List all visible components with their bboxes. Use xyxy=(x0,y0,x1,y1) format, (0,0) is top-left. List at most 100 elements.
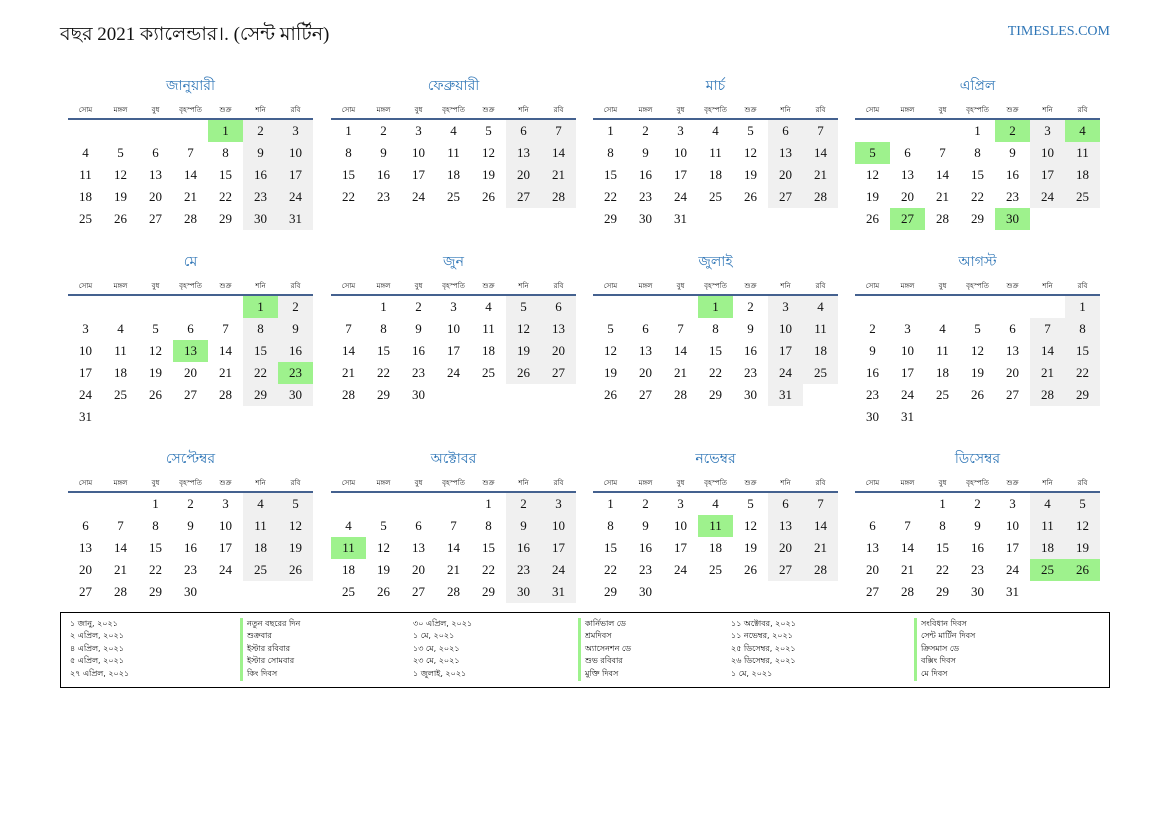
header-rule xyxy=(68,118,313,120)
day-cell: 14 xyxy=(184,167,197,182)
weekday-label: রবি xyxy=(1077,479,1088,487)
header-rule xyxy=(855,294,1100,296)
day-cell: 13 xyxy=(173,340,208,362)
day-cell: 27 xyxy=(639,387,652,402)
day-cell: 8 xyxy=(485,518,492,533)
day-cell: 22 xyxy=(219,189,232,204)
weekday-label: বৃহস্পতি xyxy=(442,479,465,487)
day-cell: 14 xyxy=(936,167,949,182)
day-cell: 22 xyxy=(604,189,617,204)
day-cell: 12 xyxy=(149,343,162,358)
day-cell: 27 xyxy=(506,186,541,208)
weekday-label: রবি xyxy=(290,282,301,290)
weekday-label: রবি xyxy=(553,106,564,114)
day-cell: 3 xyxy=(1009,496,1016,511)
day-cell: 9 xyxy=(869,343,876,358)
day-cell: 7 xyxy=(222,321,229,336)
day-cell: 16 xyxy=(243,164,278,186)
day-cell: 21 xyxy=(936,189,949,204)
day-cell: 29 xyxy=(149,584,162,599)
day-cell: 24 xyxy=(674,562,687,577)
day-cell: 15 xyxy=(936,540,949,555)
day-cell: 16 xyxy=(184,540,197,555)
day-cell: 24 xyxy=(1006,562,1019,577)
day-cell: 30 xyxy=(744,387,757,402)
day-cell: 20 xyxy=(866,562,879,577)
day-cell: 5 xyxy=(152,321,159,336)
day-cell: 26 xyxy=(278,559,313,581)
day-cell: 17 xyxy=(901,365,914,380)
day-cell: 22 xyxy=(482,562,495,577)
weekday-label: শুক্র xyxy=(1006,479,1019,487)
day-cell: 25 xyxy=(709,189,722,204)
day-cell: 21 xyxy=(447,562,460,577)
day-cell: 8 xyxy=(152,518,159,533)
day-cell: 24 xyxy=(412,189,425,204)
holiday-name: শুভ রবিবার xyxy=(578,655,623,669)
day-cell: 15 xyxy=(342,167,355,182)
day-cell: 7 xyxy=(939,145,946,160)
holiday-box xyxy=(60,612,1110,688)
day-cell: 9 xyxy=(380,145,387,160)
weekday-label: রবি xyxy=(553,282,564,290)
holiday-date: ২৫ ডিসেম্বর, ২০২১ xyxy=(731,643,796,653)
day-cell: 19 xyxy=(114,189,127,204)
day-cell: 19 xyxy=(149,365,162,380)
header-rule xyxy=(331,294,576,296)
day-cell: 2 xyxy=(995,120,1030,142)
weekday-label: শুক্র xyxy=(219,479,232,487)
day-cell: 8 xyxy=(222,145,229,160)
day-cell: 17 xyxy=(79,365,92,380)
day-cell: 10 xyxy=(447,321,460,336)
day-cell: 22 xyxy=(709,365,722,380)
day-cell: 25 xyxy=(447,189,460,204)
day-cell: 27 xyxy=(541,362,576,384)
day-cell: 29 xyxy=(1065,384,1100,406)
day-cell: 18 xyxy=(709,540,722,555)
weekday-label: শনি xyxy=(1042,479,1053,487)
weekday-label: সোম xyxy=(603,479,618,487)
weekday-label: রবি xyxy=(553,479,564,487)
day-cell: 21 xyxy=(541,164,576,186)
day-cell: 14 xyxy=(114,540,127,555)
weekday-label: শনি xyxy=(1042,282,1053,290)
day-cell: 10 xyxy=(1030,142,1065,164)
day-cell: 15 xyxy=(149,540,162,555)
month-name: মে xyxy=(183,255,198,270)
holiday-date: ৩০ এপ্রিল, ২০২১ xyxy=(413,619,473,628)
holiday-name: অ্যাসেনশন ডে xyxy=(578,642,631,656)
day-cell: 10 xyxy=(79,343,92,358)
day-cell: 28 xyxy=(541,186,576,208)
day-cell: 28 xyxy=(447,584,460,599)
month-name: এপ্রিল xyxy=(959,79,996,94)
month-name: সেপ্টেম্বর xyxy=(165,452,216,467)
day-cell: 5 xyxy=(747,496,754,511)
day-cell: 31 xyxy=(768,384,803,406)
day-cell: 12 xyxy=(971,343,984,358)
month-name: ডিসেম্বর xyxy=(954,452,1001,467)
day-cell: 4 xyxy=(939,321,946,336)
header-rule xyxy=(593,491,838,493)
day-cell: 7 xyxy=(187,145,194,160)
site-link[interactable]: TIMESLES.COM xyxy=(1007,24,1110,39)
day-cell: 25 xyxy=(243,559,278,581)
weekday-label: বৃহস্পতি xyxy=(442,282,465,290)
day-cell: 11 xyxy=(709,145,722,160)
day-cell: 1 xyxy=(208,120,243,142)
day-cell: 15 xyxy=(377,343,390,358)
day-cell: 10 xyxy=(412,145,425,160)
weekday-label: বৃহস্পতি xyxy=(704,106,727,114)
header-rule xyxy=(593,294,838,296)
day-cell: 21 xyxy=(674,365,687,380)
weekday-label: বুধ xyxy=(676,106,685,114)
day-cell: 20 xyxy=(768,164,803,186)
day-cell: 22 xyxy=(149,562,162,577)
header-rule xyxy=(593,118,838,120)
day-cell: 24 xyxy=(1030,186,1065,208)
weekday-label: বৃহস্পতি xyxy=(966,479,989,487)
day-cell: 30 xyxy=(866,409,879,424)
day-cell: 8 xyxy=(974,145,981,160)
day-cell: 31 xyxy=(541,581,576,603)
day-cell: 18 xyxy=(482,343,495,358)
day-cell: 11 xyxy=(79,167,92,182)
